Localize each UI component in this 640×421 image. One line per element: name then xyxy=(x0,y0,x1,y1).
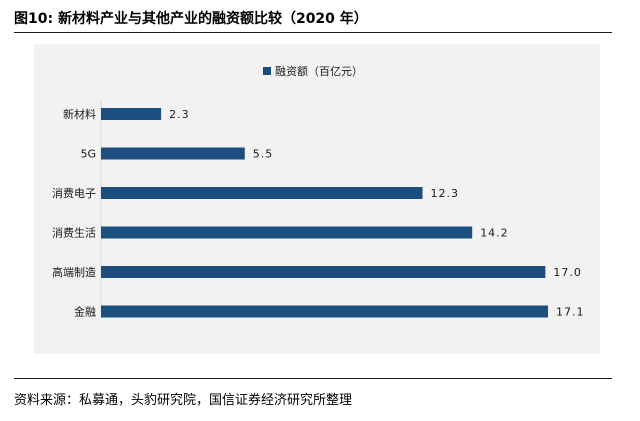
bar xyxy=(101,266,546,278)
category-label: 高端制造 xyxy=(52,265,96,279)
bar xyxy=(101,187,423,199)
value-label: 12.3 xyxy=(431,187,460,200)
legend: 融资额（百亿元） xyxy=(263,65,363,78)
value-label: 14.2 xyxy=(480,227,509,240)
legend-swatch xyxy=(263,67,271,75)
figure-title: 图10: 新材料产业与其他产业的融资额比较（2020 年） xyxy=(14,11,368,27)
value-label: 17.1 xyxy=(556,306,585,319)
bar xyxy=(101,226,473,239)
category-label: 消费电子 xyxy=(52,186,96,200)
bottom-rule xyxy=(14,378,612,379)
legend-label: 融资额（百亿元） xyxy=(275,65,363,78)
value-label: 5.5 xyxy=(253,148,273,161)
top-rule xyxy=(14,32,612,33)
bar xyxy=(101,108,162,120)
category-label: 5G xyxy=(80,148,96,161)
value-label: 2.3 xyxy=(169,108,190,121)
source-note: 资料来源：私募通，头豹研究院，国信证券经济研究所整理 xyxy=(14,393,353,408)
bars: 新材料 2.3 5G 5.5 消费电子 12.3 消费生活 14.2 高端制造 17.0 金融 17.… xyxy=(52,100,585,319)
bar xyxy=(101,147,245,160)
bar xyxy=(101,305,548,318)
category-label: 消费生活 xyxy=(52,226,96,240)
category-label: 新材料 xyxy=(63,107,96,121)
category-label: 金融 xyxy=(74,305,96,319)
value-label: 17.0 xyxy=(553,266,582,279)
